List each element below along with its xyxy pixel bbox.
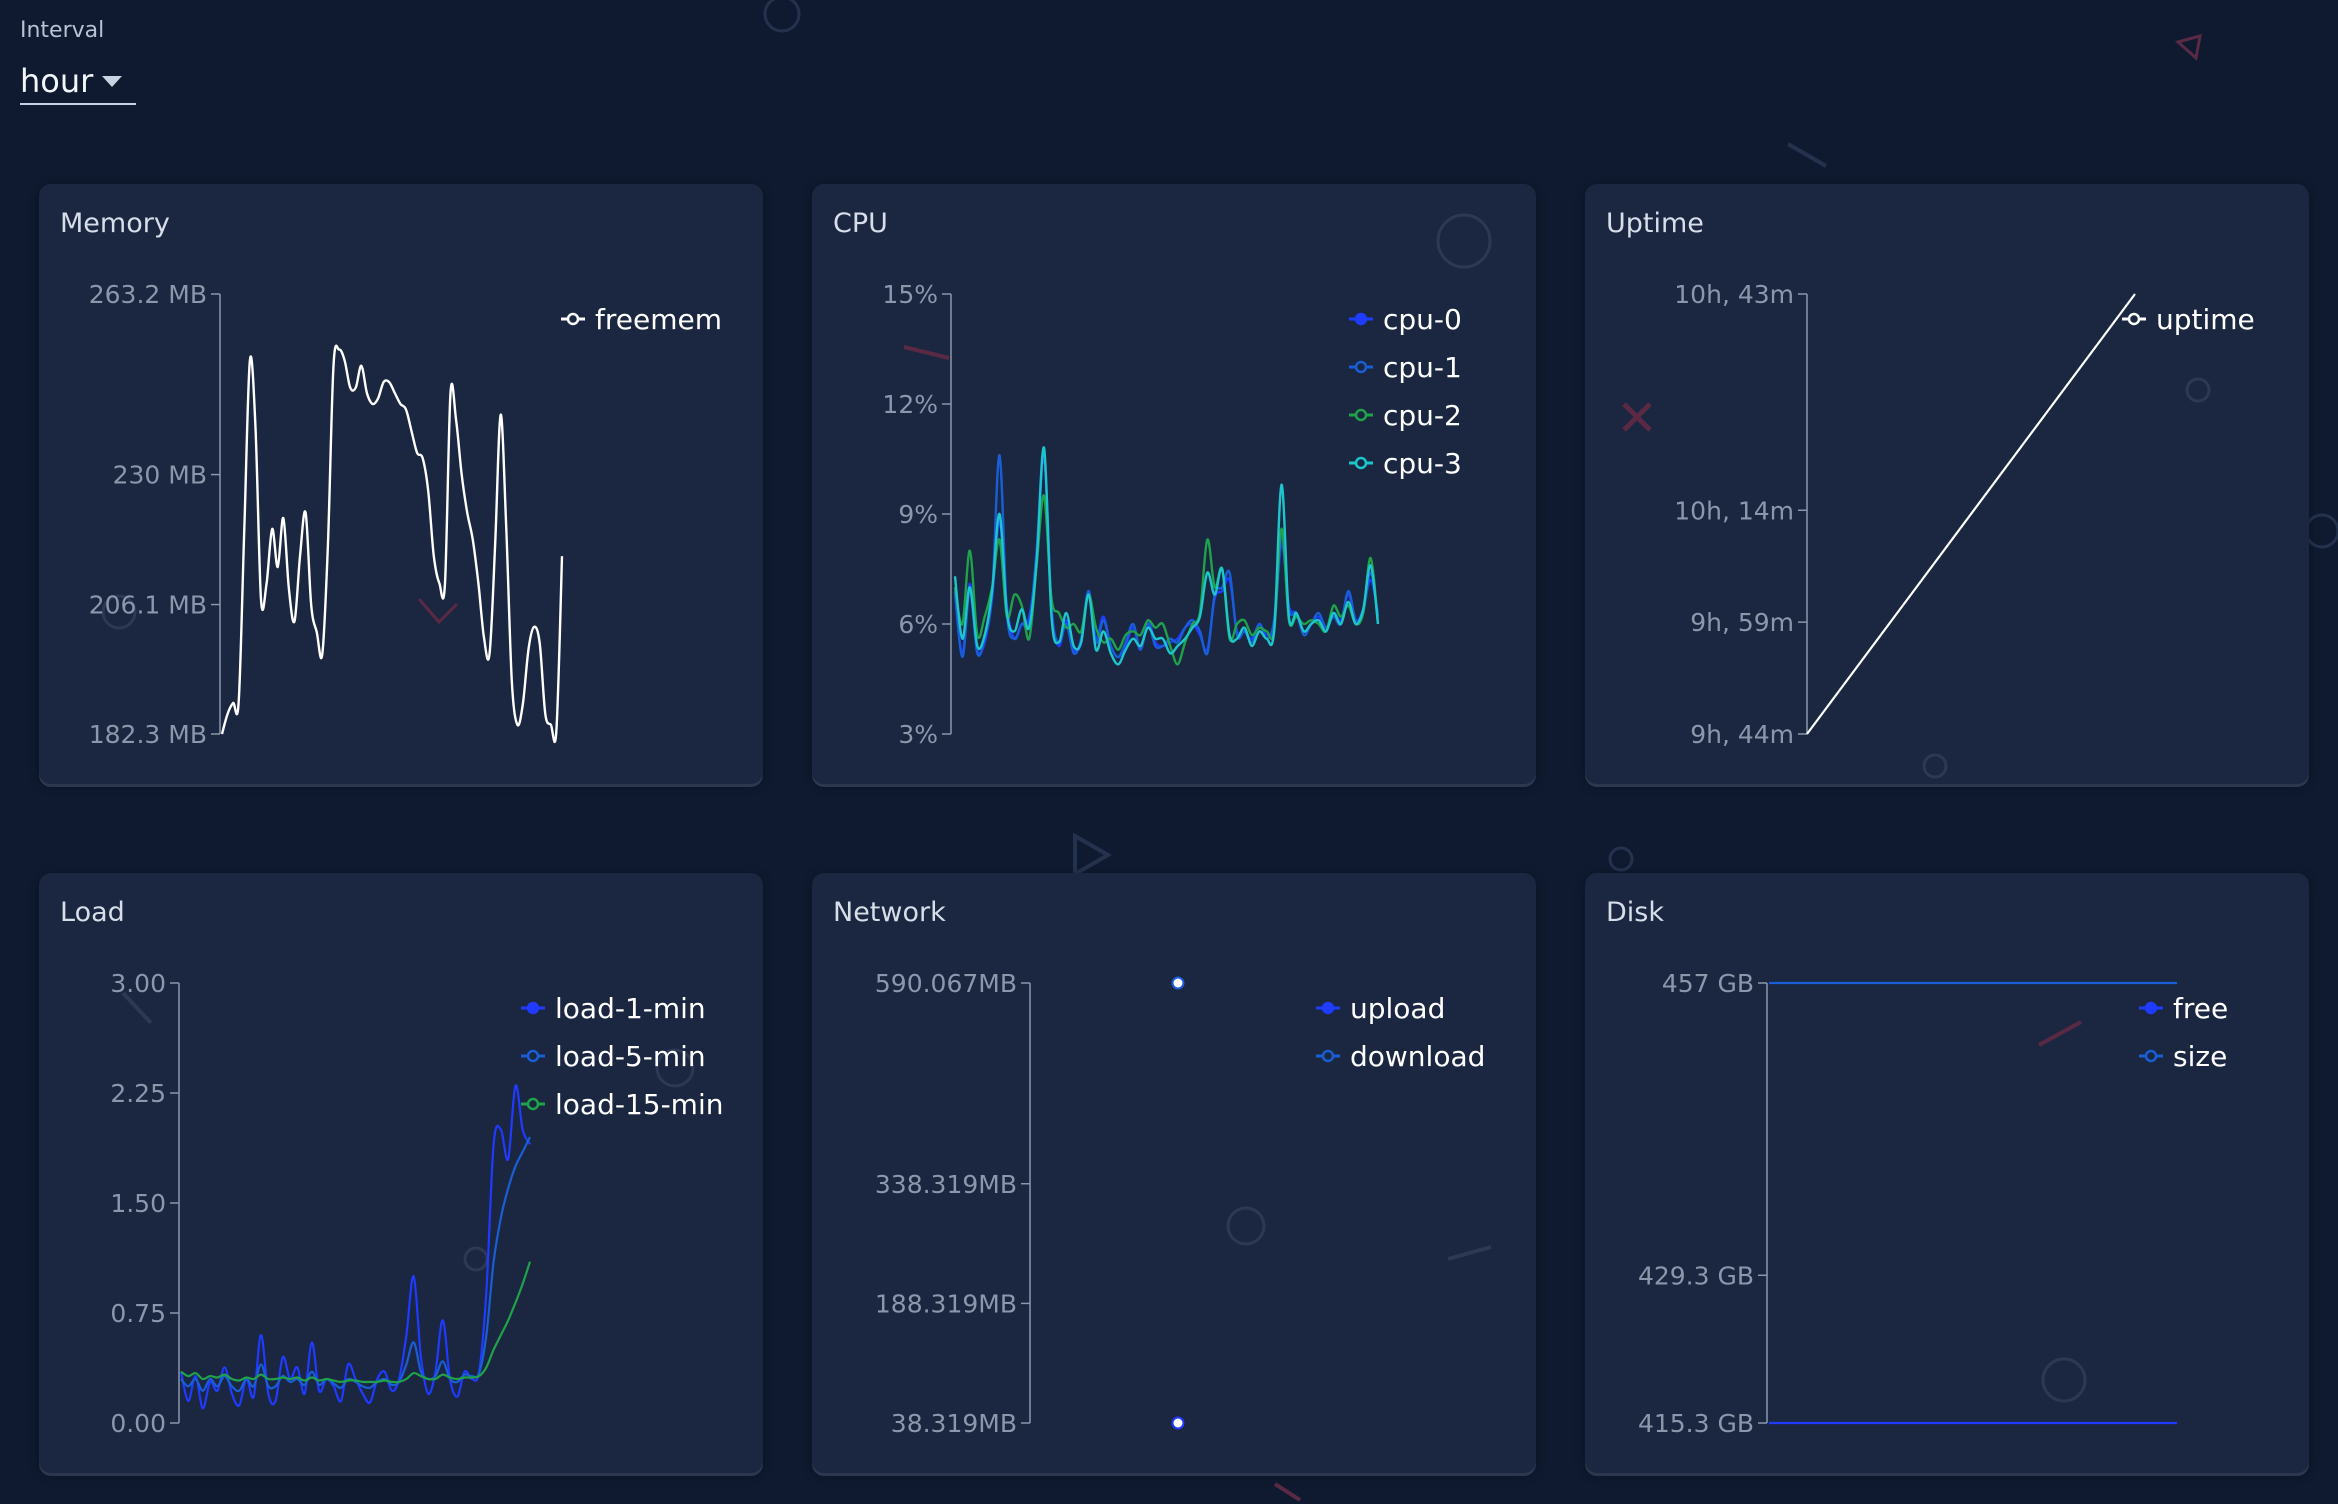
memory-card: Memory 263.2 MB 230 MB 206.1 MB 182.3 MB fre…	[39, 184, 763, 784]
legend-label: uptime	[2156, 303, 2255, 336]
network-chart: 590.067MB 338.319MB 188.319MB 38.319MB uploa…	[875, 969, 1492, 1438]
cpu-chart: 15% 12% 9% 6% 3% cpu-0 cpu-1 cpu-2 cpu-3	[882, 213, 1492, 749]
y-tick-label: 38.319MB	[891, 1409, 1017, 1438]
legend-item-uptime[interactable]: uptime	[2122, 303, 2255, 336]
y-tick-label: 338.319MB	[875, 1170, 1017, 1199]
legend-label: cpu-2	[1383, 399, 1462, 432]
legend-label: load-15-min	[555, 1088, 723, 1121]
y-tick-label: 9h, 59m	[1690, 608, 1794, 637]
cpu-card: CPU 15% 12% 9% 6% 3% cpu-0 cpu-1 cpu-2 cpu-3	[812, 184, 1536, 784]
y-tick-label: 0.00	[110, 1409, 166, 1438]
y-tick-label: 2.25	[110, 1079, 166, 1108]
legend-item-load-15-min[interactable]: load-15-min	[521, 1088, 723, 1121]
data-point-download[interactable]	[1171, 976, 1185, 990]
network-card-title: Network	[833, 897, 946, 928]
load-chart: 3.00 2.25 1.50 0.75 0.00 load-1-min load-5-min…	[110, 969, 723, 1438]
memory-card-title: Memory	[60, 208, 170, 239]
legend-item-size[interactable]: size	[2139, 1040, 2227, 1073]
legend-item-cpu-1[interactable]: cpu-1	[1349, 351, 1462, 384]
series-line-uptime[interactable]	[1806, 293, 2136, 735]
legend-label: download	[1350, 1040, 1485, 1073]
y-tick-label: 188.319MB	[875, 1289, 1017, 1318]
y-tick-label: 9h, 44m	[1690, 720, 1794, 749]
y-tick-label: 206.1 MB	[89, 591, 207, 620]
legend-item-cpu-0[interactable]: cpu-0	[1349, 303, 1462, 336]
legend-label: load-5-min	[555, 1040, 706, 1073]
interval-select[interactable]: hour	[20, 59, 136, 105]
y-tick-label: 1.50	[110, 1189, 166, 1218]
chevron-down-icon	[102, 75, 122, 87]
y-tick-label: 3.00	[110, 969, 166, 998]
y-tick-label: 6%	[898, 610, 938, 639]
legend-label: upload	[1350, 992, 1445, 1025]
legend-item-cpu-2[interactable]: cpu-2	[1349, 399, 1462, 432]
y-tick-label: 590.067MB	[875, 969, 1017, 998]
legend-label: size	[2173, 1040, 2227, 1073]
series-line-cpu-0[interactable]	[953, 454, 1380, 659]
y-tick-label: 0.75	[110, 1299, 166, 1328]
data-point-upload[interactable]	[1171, 1416, 1185, 1430]
disk-card: Disk 457 GB 429.3 GB 415.3 GB free size	[1585, 873, 2309, 1473]
uptime-chart: 10h, 43m 10h, 14m 9h, 59m 9h, 44m uptime	[1622, 280, 2255, 779]
y-tick-label: 9%	[898, 500, 938, 529]
legend-item-download[interactable]: download	[1316, 1040, 1485, 1073]
y-tick-label: 12%	[882, 390, 938, 419]
interval-control: Interval hour	[20, 18, 136, 105]
uptime-card-title: Uptime	[1606, 208, 1704, 239]
series-line-load-15-min[interactable]	[180, 1261, 532, 1384]
legend-item-cpu-3[interactable]: cpu-3	[1349, 447, 1462, 480]
series-line-cpu-2[interactable]	[953, 494, 1380, 666]
legend-item-freemem[interactable]: freemem	[561, 303, 722, 336]
legend-label: load-1-min	[555, 992, 706, 1025]
y-tick-label: 263.2 MB	[89, 280, 207, 309]
legend-item-load-1-min[interactable]: load-1-min	[521, 992, 706, 1025]
legend-item-upload[interactable]: upload	[1316, 992, 1445, 1025]
legend-label: cpu-0	[1383, 303, 1462, 336]
interval-label: Interval	[20, 18, 105, 43]
legend-label: free	[2173, 992, 2228, 1025]
load-card-title: Load	[60, 897, 125, 928]
y-tick-label: 429.3 GB	[1638, 1261, 1754, 1290]
load-card: Load 3.00 2.25 1.50 0.75 0.00 load-1-min load-…	[39, 873, 763, 1473]
uptime-card: Uptime 10h, 43m 10h, 14m 9h, 59m 9h, 44m upt…	[1585, 184, 2309, 784]
y-tick-label: 3%	[898, 720, 938, 749]
legend-label: freemem	[595, 303, 722, 336]
legend-label: cpu-1	[1383, 351, 1462, 384]
series-line-load-1-min[interactable]	[179, 1084, 531, 1410]
y-tick-label: 182.3 MB	[89, 720, 207, 749]
y-tick-label: 457 GB	[1662, 969, 1754, 998]
memory-chart: 263.2 MB 230 MB 206.1 MB 182.3 MB freemem	[89, 280, 722, 749]
y-tick-label: 230 MB	[113, 461, 207, 490]
series-line-freemem[interactable]	[220, 344, 564, 743]
legend-label: cpu-3	[1383, 447, 1462, 480]
series-line-load-5-min[interactable]	[180, 1136, 531, 1393]
series-line-cpu-1[interactable]	[953, 449, 1380, 659]
network-card: Network 590.067MB 338.319MB 188.319MB 38.31…	[812, 873, 1536, 1473]
y-tick-label: 415.3 GB	[1638, 1409, 1754, 1438]
y-tick-label: 10h, 43m	[1674, 280, 1794, 309]
y-tick-label: 10h, 14m	[1674, 496, 1794, 525]
legend-item-load-5-min[interactable]: load-5-min	[521, 1040, 706, 1073]
interval-value: hour	[20, 62, 94, 100]
legend-item-free[interactable]: free	[2139, 992, 2228, 1025]
disk-chart: 457 GB 429.3 GB 415.3 GB free size	[1638, 969, 2228, 1438]
y-tick-label: 15%	[882, 280, 938, 309]
disk-card-title: Disk	[1606, 897, 1664, 928]
cpu-card-title: CPU	[833, 208, 888, 239]
series-line-cpu-3[interactable]	[953, 446, 1380, 666]
